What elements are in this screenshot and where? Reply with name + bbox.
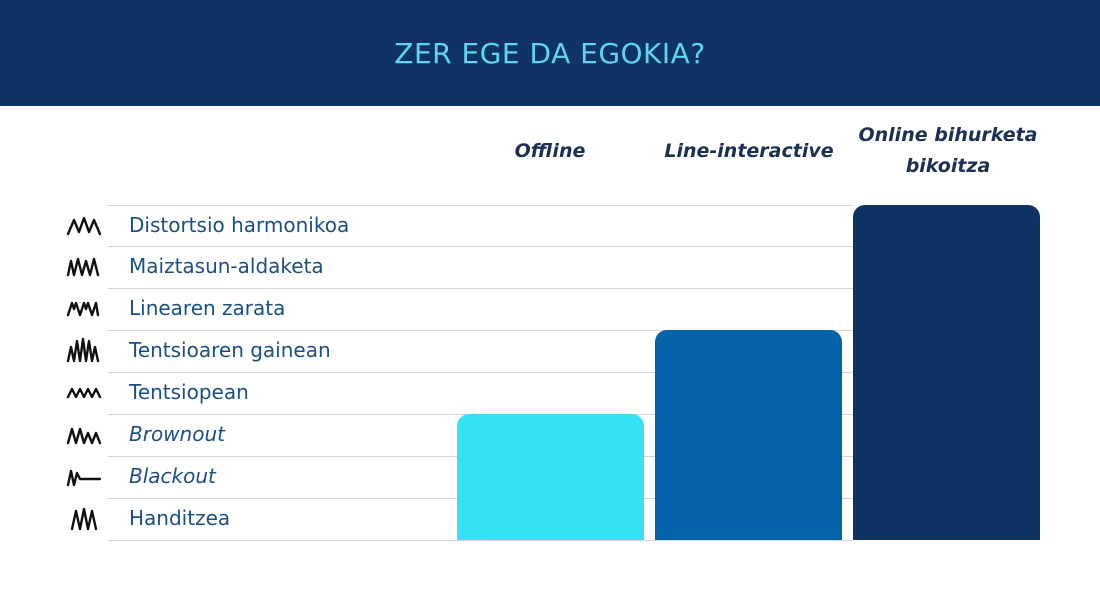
brownout-wave-icon [62, 415, 106, 455]
bar-line-interactive [655, 330, 842, 540]
column-header-online-double-conversion: Online bihurketa bikoitza [858, 124, 1038, 177]
overvoltage-wave-icon [62, 331, 106, 371]
row-divider [108, 330, 853, 331]
harmonic-distortion-wave-icon [62, 206, 106, 246]
row-label: Brownout [129, 422, 225, 446]
surge-wave-icon [62, 499, 106, 539]
row-divider [108, 288, 853, 289]
row-label: Linearen zarata [129, 296, 286, 320]
row-label: Handitzea [129, 506, 231, 530]
column-header-line-interactive: Line-interactive [664, 139, 834, 162]
row-label: Distortsio harmonikoa [129, 213, 350, 237]
row-label: Tentsioaren gainean [129, 338, 331, 362]
title-banner: ZER EGE DA EGOKIA? [0, 0, 1100, 106]
frequency-variation-wave-icon [62, 247, 106, 287]
column-header-offline: Offline [514, 139, 586, 162]
row-divider [108, 246, 853, 247]
line-noise-wave-icon [62, 289, 106, 329]
row-label: Tentsiopean [129, 380, 249, 404]
bar-online-double-conversion [853, 205, 1040, 540]
row-label: Maiztasun-aldaketa [129, 254, 324, 278]
row-label: Blackout [129, 464, 216, 488]
page-title: ZER EGE DA EGOKIA? [394, 36, 706, 70]
row-divider [108, 205, 853, 206]
blackout-wave-icon [62, 457, 106, 497]
bar-offline [457, 414, 644, 540]
table-bottom-rule [108, 540, 853, 541]
row-divider [108, 372, 853, 373]
undervoltage-wave-icon [62, 373, 106, 413]
